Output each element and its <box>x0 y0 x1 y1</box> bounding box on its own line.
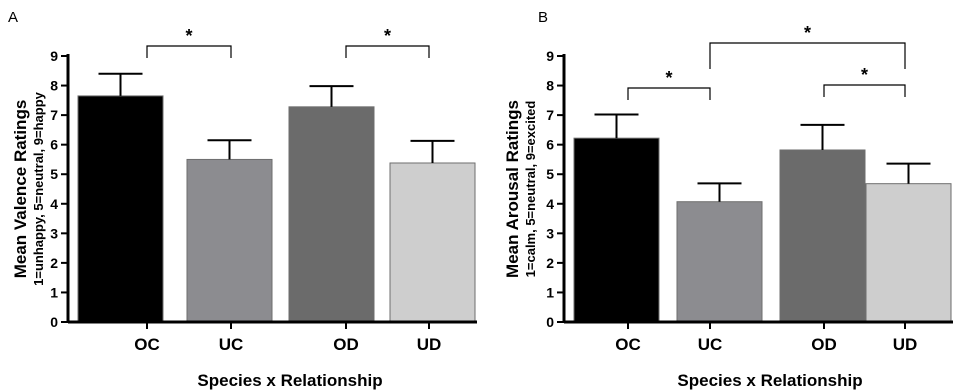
y-tick-label: 7 <box>546 107 554 123</box>
significance-bracket <box>627 87 711 100</box>
y-tick-label: 9 <box>546 48 554 64</box>
bar-oc <box>573 137 660 323</box>
y-tick-label: 8 <box>50 78 58 94</box>
x-axis-title: Species x Relationship <box>197 371 382 390</box>
x-tick-label-uc: UC <box>219 335 244 354</box>
y-axis-title: Mean Arousal Ratings <box>503 100 522 278</box>
y-tick-label: 1 <box>546 284 554 300</box>
y-tick-label: 2 <box>546 255 554 271</box>
significance-marker: * <box>384 26 391 46</box>
bar-uc <box>676 201 763 323</box>
bar-ud <box>865 183 952 323</box>
significance-bracket <box>146 45 232 58</box>
bar-uc <box>186 158 273 323</box>
y-tick-label: 6 <box>546 137 554 153</box>
y-tick-label: 5 <box>50 166 58 182</box>
y-axis-subtitle: 1=calm, 5=neutral, 9=excited <box>523 101 538 278</box>
x-tick-label-ud: UD <box>417 335 442 354</box>
significance-marker: * <box>861 65 868 85</box>
significance-marker: * <box>665 68 672 88</box>
y-tick-label: 0 <box>546 314 554 330</box>
x-tick-label-uc: UC <box>698 335 723 354</box>
y-tick-label: 4 <box>50 196 58 212</box>
significance-bracket <box>709 42 906 69</box>
panel-label: B <box>538 9 548 26</box>
x-tick-label-oc: OC <box>134 335 160 354</box>
significance-marker: * <box>185 26 192 46</box>
y-tick-label: 5 <box>546 166 554 182</box>
significance-bracket <box>345 45 430 58</box>
x-tick-label-oc: OC <box>615 335 641 354</box>
significance-bracket <box>823 84 906 97</box>
y-tick-label: 4 <box>546 196 554 212</box>
y-tick-label: 7 <box>50 107 58 123</box>
y-tick-label: 3 <box>50 225 58 241</box>
y-tick-label: 2 <box>50 255 58 271</box>
y-axis-title: Mean Valence Ratings <box>11 100 30 279</box>
x-axis-title: Species x Relationship <box>677 371 862 390</box>
y-tick-label: 1 <box>50 284 58 300</box>
y-tick-label: 3 <box>546 225 554 241</box>
x-tick-label-od: OD <box>333 335 359 354</box>
panel-label: A <box>8 9 18 26</box>
bar-od <box>288 106 375 323</box>
bar-oc <box>77 95 164 323</box>
y-tick-label: 8 <box>546 78 554 94</box>
chart-panel-a: A 0 1 2 3 4 5 6 7 8 9 OC UC OD UD Mean Valence Ratings 1… <box>8 9 477 390</box>
significance-marker: * <box>804 23 811 43</box>
y-axis-subtitle: 1=unhappy, 5=neutral, 9=happy <box>31 91 46 286</box>
bar-od <box>779 149 866 323</box>
x-tick-label-od: OD <box>811 335 837 354</box>
chart-panel-b: B 0 1 2 3 4 5 6 7 8 9 OC UC OD UD Mean Arousal Ratings 1… <box>503 9 953 390</box>
bar-ud <box>389 162 476 323</box>
x-tick-label-ud: UD <box>893 335 918 354</box>
y-tick-label: 9 <box>50 48 58 64</box>
y-tick-label: 6 <box>50 137 58 153</box>
y-tick-label: 0 <box>50 314 58 330</box>
